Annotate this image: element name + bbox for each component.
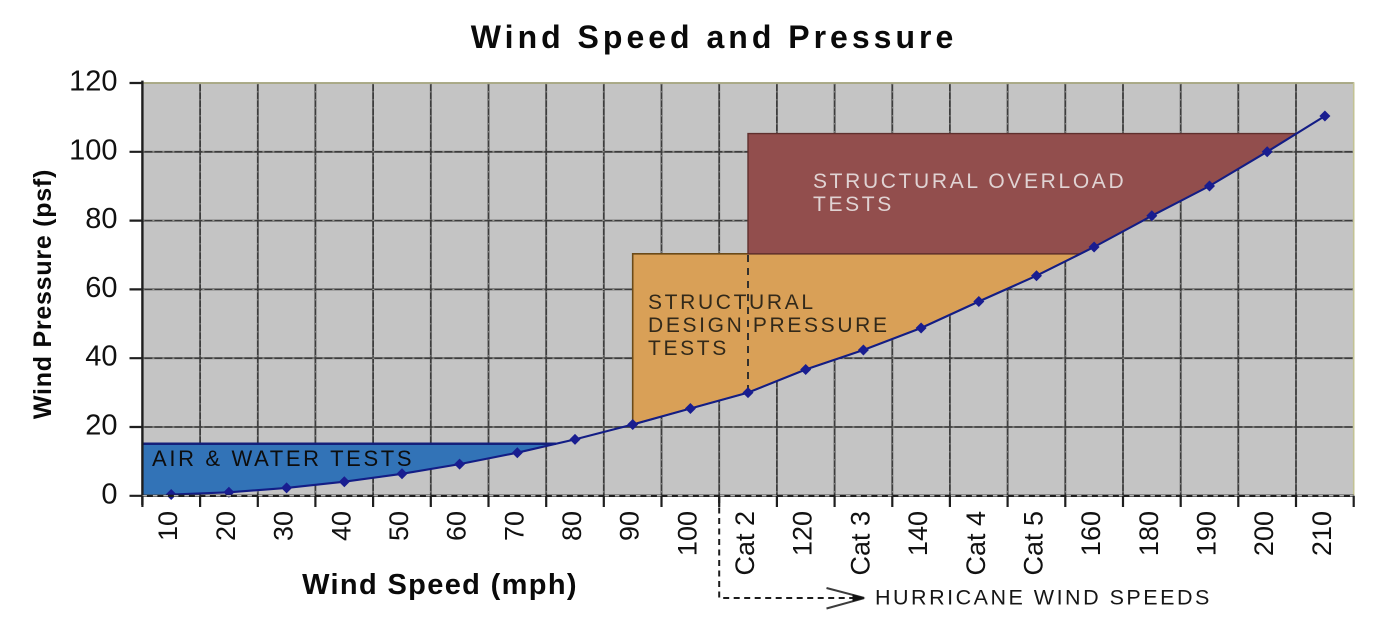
svg-text:50: 50 [384, 511, 414, 541]
svg-text:0: 0 [101, 478, 117, 510]
svg-text:160: 160 [1076, 511, 1106, 556]
svg-text:Cat 5: Cat 5 [1019, 511, 1049, 576]
svg-text:Wind Pressure (psf): Wind Pressure (psf) [29, 169, 57, 419]
svg-text:Cat 2: Cat 2 [730, 511, 760, 576]
svg-text:HURRICANE WIND SPEEDS: HURRICANE WIND SPEEDS [875, 586, 1212, 610]
svg-text:180: 180 [1134, 511, 1164, 556]
svg-text:STRUCTURAL OVERLOAD: STRUCTURAL OVERLOAD [813, 170, 1126, 193]
svg-text:90: 90 [615, 511, 645, 541]
svg-text:190: 190 [1192, 511, 1222, 556]
svg-text:10: 10 [153, 511, 183, 541]
svg-text:70: 70 [499, 511, 529, 541]
svg-text:Cat 4: Cat 4 [961, 511, 991, 576]
svg-text:40: 40 [326, 511, 356, 541]
svg-text:40: 40 [85, 341, 117, 373]
svg-text:100: 100 [69, 134, 117, 166]
svg-text:200: 200 [1249, 511, 1279, 556]
svg-text:140: 140 [903, 511, 933, 556]
svg-text:120: 120 [788, 511, 818, 556]
svg-text:Cat 3: Cat 3 [845, 511, 875, 576]
svg-text:TESTS: TESTS [813, 193, 894, 216]
svg-text:Wind Speed (mph): Wind Speed (mph) [302, 569, 578, 601]
svg-text:TESTS: TESTS [648, 337, 729, 360]
svg-text:30: 30 [269, 511, 299, 541]
svg-text:80: 80 [85, 203, 117, 235]
svg-text:DESIGN PRESSURE: DESIGN PRESSURE [648, 314, 890, 337]
svg-text:STRUCTURAL: STRUCTURAL [648, 291, 816, 314]
svg-text:210: 210 [1307, 511, 1337, 556]
svg-text:20: 20 [85, 410, 117, 442]
svg-text:80: 80 [557, 511, 587, 541]
svg-text:Wind Speed and Pressure: Wind Speed and Pressure [471, 19, 957, 55]
svg-text:120: 120 [69, 66, 117, 98]
svg-text:20: 20 [211, 511, 241, 541]
svg-text:60: 60 [442, 511, 472, 541]
svg-text:100: 100 [672, 511, 702, 556]
svg-text:60: 60 [85, 272, 117, 304]
svg-text:AIR & WATER TESTS: AIR & WATER TESTS [152, 446, 414, 471]
